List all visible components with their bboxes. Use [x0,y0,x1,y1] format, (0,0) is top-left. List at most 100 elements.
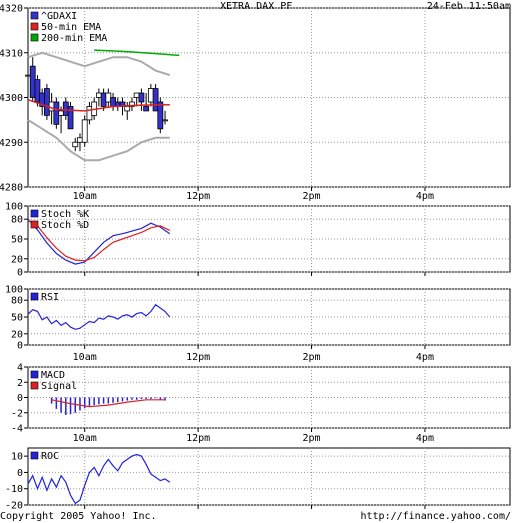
candle-body [138,92,145,103]
macd-xtick-label: 10am [73,433,97,444]
rsi-ytick-label: 20 [11,329,23,340]
price-panel [24,7,511,191]
macd-xtick-label: 2pm [302,433,320,444]
lower-band-line [27,119,170,162]
candle-body [110,97,116,107]
candle-body [86,106,93,121]
candle-body [157,101,164,130]
stochastic-ytick-label: 50 [11,235,23,246]
macd-xtick-label: 12pm [186,433,210,444]
ema200-line [94,49,180,57]
roc-line [27,453,171,505]
macd-ytick-label: -4 [11,424,23,435]
price-ytick-label: 4280 [0,183,23,194]
legend-swatch [30,33,39,42]
candle-body [72,141,79,148]
legend-label: ROC [41,451,59,462]
macd-ytick-label: 4 [17,363,23,374]
source-url: http://finance.yahoo.com/ [360,511,511,522]
candle-body [133,92,140,98]
candle-body [100,92,107,107]
price-xtick-label: 2pm [302,191,320,202]
candle-body [25,74,31,77]
candle-body [77,137,83,143]
ema50-line [27,98,170,112]
candle-body [34,79,41,103]
rsi-ytick-label: 80 [11,296,23,307]
roc-ytick-label: 0 [17,468,23,479]
rsi-xtick-label: 2pm [302,352,320,363]
rsi-line [27,303,171,330]
candle-body [29,65,36,98]
stoch-k-line [27,218,171,265]
price-ytick-label: 4310 [0,48,23,59]
legend-label: 200-min EMA [41,33,107,44]
macd-panel [24,366,511,432]
legend-swatch [30,209,39,218]
rsi-ytick-label: 0 [17,341,23,352]
price-ytick-label: 4300 [0,93,23,104]
stochastic-ytick-label: 20 [11,254,23,265]
candle-body [44,88,50,116]
roc-ytick-label: -10 [5,484,23,495]
macd-xtick-label: 4pm [416,433,434,444]
candle-body [143,106,150,112]
legend-swatch [30,22,39,31]
stochastic-ytick-label: 80 [11,215,23,226]
roc-panel [24,447,511,509]
legend-label: MACD [41,370,65,381]
price-xtick-label: 10am [73,191,97,202]
candle-body [53,101,60,125]
roc-ytick-label: 10 [11,452,23,463]
copyright: Copyright 2005 Yahoo! Inc. [0,511,157,522]
rsi-ytick-label: 100 [5,285,23,296]
candle-body [105,92,112,103]
legend-swatch [30,11,39,20]
macd-ytick-label: -2 [11,408,23,419]
candle-body [129,101,135,107]
candle-body [162,119,168,122]
candle-body [67,106,74,130]
stoch-d-line [27,219,171,262]
candle-body [152,88,159,112]
legend-swatch [30,292,39,301]
macd-ytick-label: 2 [17,378,23,389]
rsi-xtick-label: 4pm [416,352,434,363]
macd-ytick-label: 0 [17,393,23,404]
candle-body [147,88,154,103]
candle-body [62,101,69,116]
candle-body [95,92,102,98]
legend-label: 50-min EMA [41,22,101,33]
legend-label: Signal [41,381,77,392]
price-xtick-label: 4pm [416,191,434,202]
stochastic-panel [24,205,511,276]
legend-label: RSI [41,292,59,303]
legend-swatch [30,220,39,229]
signal-line [51,399,165,408]
legend-swatch [30,370,39,379]
legend-label: Stoch %D [41,220,89,231]
chart-title: XETRA DAX PF [220,1,293,12]
candle-body [58,110,64,116]
legend-swatch [30,381,39,390]
rsi-ytick-label: 50 [11,313,23,324]
legend-label: ^GDAXI [41,11,77,22]
price-xtick-label: 12pm [186,191,210,202]
candle-body [81,119,88,143]
upper-band-line [27,51,171,77]
candle-body [124,106,131,112]
candle-body [48,101,55,112]
stochastic-ytick-label: 100 [5,202,23,213]
rsi-xtick-label: 10am [73,352,97,363]
legend-label: Stoch %K [41,209,89,220]
stochastic-ytick-label: 0 [17,268,23,279]
price-ytick-label: 4290 [0,138,23,149]
timestamp: 24-Feb 11:50am [426,1,511,12]
rsi-xtick-label: 12pm [186,352,210,363]
price-ytick-label: 4320 [0,4,23,15]
roc-ytick-label: -20 [5,501,23,512]
rsi-panel [24,288,511,349]
legend-swatch [30,451,39,460]
